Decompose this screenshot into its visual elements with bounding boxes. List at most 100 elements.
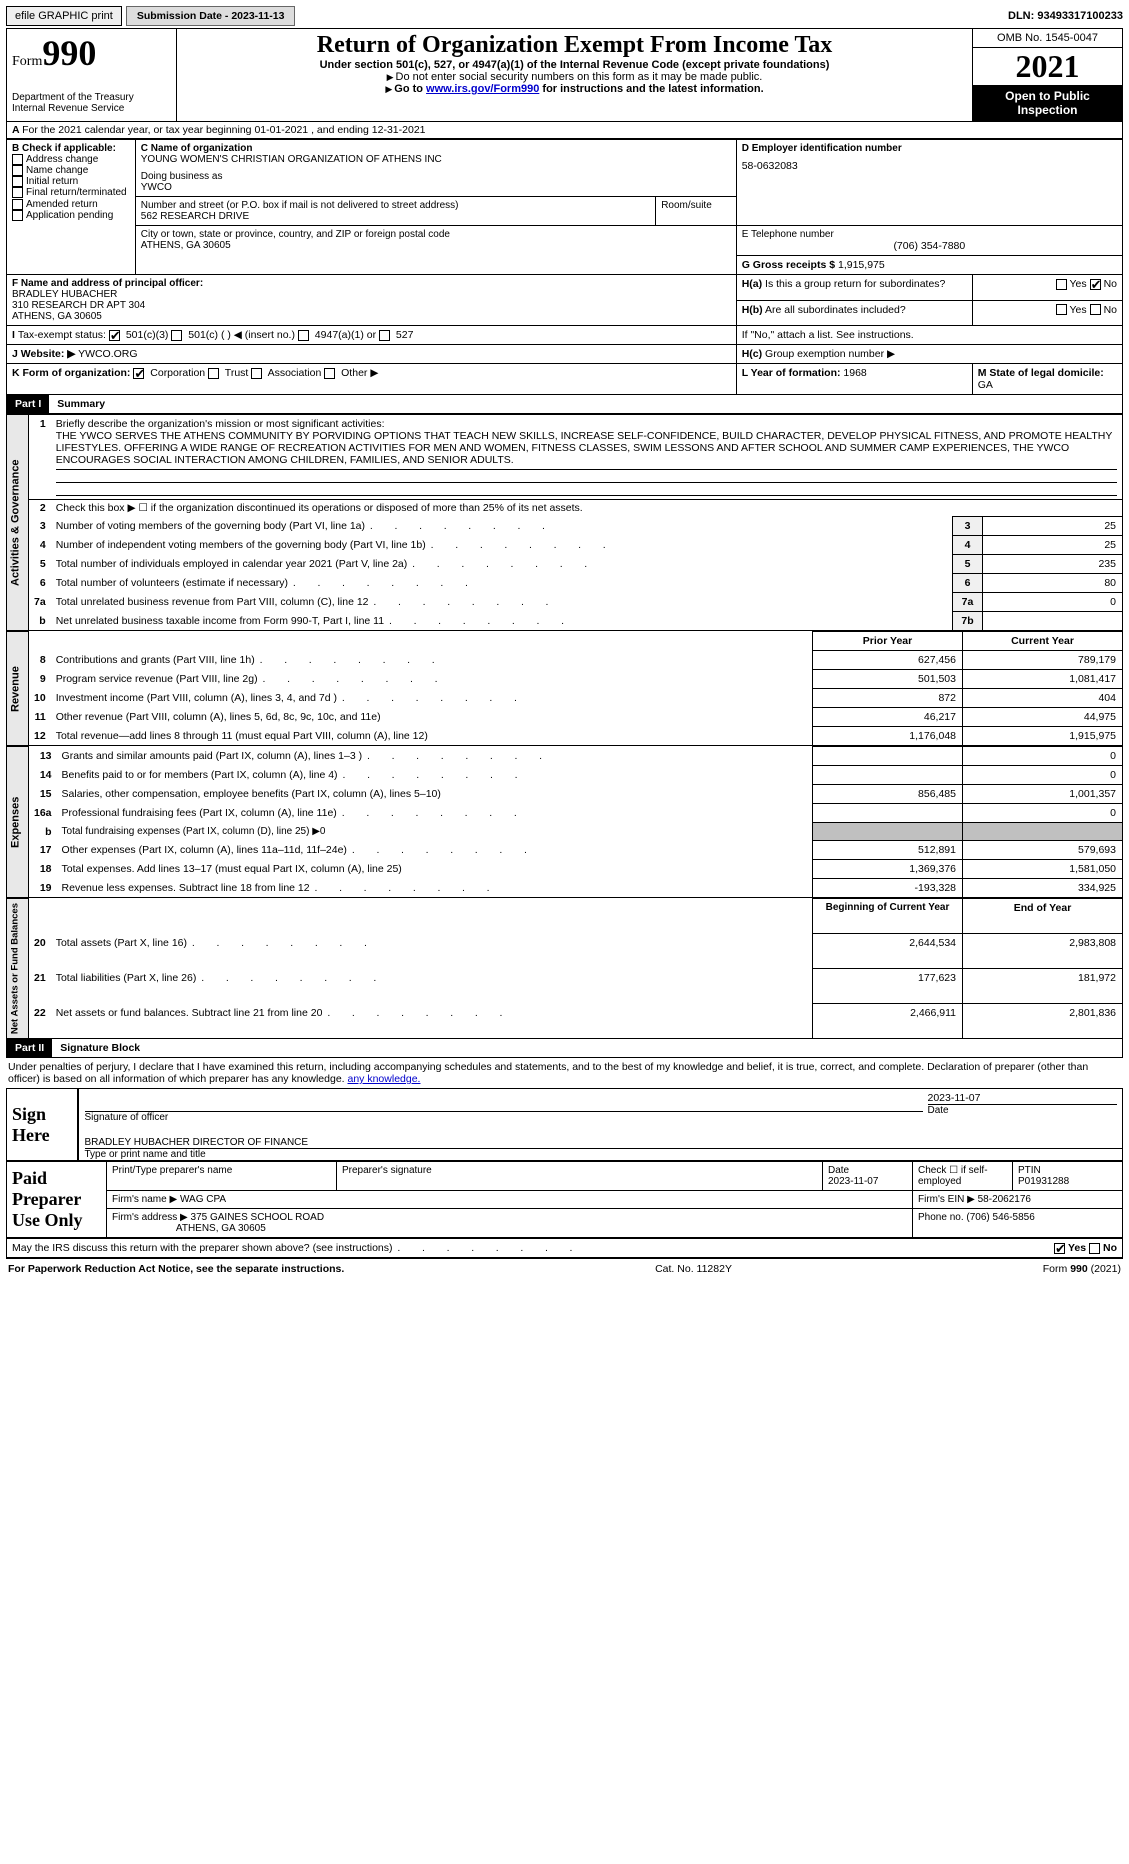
hb-yn[interactable]: Yes No bbox=[972, 300, 1122, 326]
line-a: A For the 2021 calendar year, or tax yea… bbox=[7, 122, 1123, 139]
f-addr1: 310 RESEARCH DR APT 304 bbox=[12, 300, 731, 311]
side-netassets: Net Assets or Fund Balances bbox=[7, 899, 29, 1039]
omb: OMB No. 1545-0047 bbox=[973, 29, 1122, 48]
m-state: M State of legal domicile: GA bbox=[972, 364, 1122, 395]
discuss-yn[interactable]: Yes No bbox=[963, 1239, 1123, 1258]
row-17: 17Other expenses (Part IX, column (A), l… bbox=[7, 841, 1123, 860]
e-label: E Telephone number bbox=[742, 229, 1117, 240]
row-22: 22Net assets or fund balances. Subtract … bbox=[7, 1004, 1123, 1039]
i-status: I Tax-exempt status: 501(c)(3) 501(c) ( … bbox=[7, 326, 737, 345]
row-14: 14Benefits paid to or for members (Part … bbox=[7, 766, 1123, 785]
firm-ein: Firm's EIN ▶ 58-2062176 bbox=[913, 1191, 1123, 1209]
topbar: efile GRAPHIC print Submission Date - 20… bbox=[6, 6, 1123, 26]
sig-label: Signature of officer bbox=[85, 1112, 923, 1123]
firm-phone: Phone no. (706) 546-5856 bbox=[913, 1209, 1123, 1238]
footer: For Paperwork Reduction Act Notice, see … bbox=[6, 1258, 1123, 1279]
part-i-header: Part ISummary bbox=[6, 395, 1123, 414]
row-4: 4Number of independent voting members of… bbox=[7, 536, 1123, 555]
room-label: Room/suite bbox=[661, 200, 731, 211]
part-ii-header: Part IISignature Block bbox=[6, 1039, 1123, 1058]
row-16a: 16aProfessional fundraising fees (Part I… bbox=[7, 804, 1123, 823]
sig-nametype: Type or print name and title bbox=[85, 1149, 1123, 1160]
firm-name: Firm's name ▶ WAG CPA bbox=[107, 1191, 913, 1209]
row-6: 6Total number of volunteers (estimate if… bbox=[7, 574, 1123, 593]
efile-label: efile GRAPHIC print bbox=[6, 6, 122, 26]
row-15: 15Salaries, other compensation, employee… bbox=[7, 785, 1123, 804]
l1n: 1 bbox=[29, 415, 51, 500]
discuss-q: May the IRS discuss this return with the… bbox=[7, 1239, 963, 1258]
c-label: C Name of organization bbox=[141, 143, 731, 154]
city-label: City or town, state or province, country… bbox=[141, 229, 731, 240]
b-pending[interactable]: Application pending bbox=[12, 210, 130, 221]
dba: YWCO bbox=[141, 182, 731, 193]
b-final[interactable]: Final return/terminated bbox=[12, 187, 130, 198]
row-12: 12Total revenue—add lines 8 through 11 (… bbox=[7, 727, 1123, 746]
dba-label: Doing business as bbox=[141, 171, 731, 182]
hb: H(b) Are all subordinates included? bbox=[736, 300, 972, 326]
submission-date[interactable]: Submission Date - 2023-11-13 bbox=[126, 6, 296, 26]
row-20: 20Total assets (Part X, line 16)2,644,53… bbox=[7, 934, 1123, 969]
hc: H(c) Group exemption number ▶ bbox=[736, 345, 1122, 364]
declaration: Under penalties of perjury, I declare th… bbox=[6, 1058, 1123, 1088]
col-begin: Beginning of Current Year bbox=[813, 899, 963, 934]
tax-year: 2021 bbox=[973, 48, 1122, 85]
dept: Department of the Treasury bbox=[12, 92, 171, 103]
f-name: BRADLEY HUBACHER bbox=[12, 289, 731, 300]
col-end: End of Year bbox=[963, 899, 1123, 934]
street-label: Number and street (or P.O. box if mail i… bbox=[141, 200, 650, 211]
row-8: 8Contributions and grants (Part VIII, li… bbox=[7, 651, 1123, 670]
c-org: YOUNG WOMEN'S CHRISTIAN ORGANIZATION OF … bbox=[141, 154, 731, 165]
d-ein: 58-0632083 bbox=[742, 160, 1117, 172]
j-website: J Website: ▶ YWCO.ORG bbox=[7, 345, 737, 364]
col-current: Current Year bbox=[963, 632, 1123, 651]
sig-name: BRADLEY HUBACHER DIRECTOR OF FINANCE bbox=[85, 1137, 1123, 1148]
side-activities: Activities & Governance bbox=[7, 415, 29, 631]
row-18: 18Total expenses. Add lines 13–17 (must … bbox=[7, 860, 1123, 879]
col-prior: Prior Year bbox=[813, 632, 963, 651]
row-7b: bNet unrelated business taxable income f… bbox=[7, 612, 1123, 631]
form-subtitle: Under section 501(c), 527, or 4947(a)(1)… bbox=[182, 59, 967, 71]
b-addr[interactable]: Address change bbox=[12, 154, 130, 165]
paid-label: Paid Preparer Use Only bbox=[12, 1168, 101, 1231]
knowledge-link[interactable]: any knowledge. bbox=[348, 1073, 421, 1085]
row-21: 21Total liabilities (Part X, line 26)177… bbox=[7, 969, 1123, 1004]
d-label: D Employer identification number bbox=[742, 143, 1117, 154]
irs-link[interactable]: www.irs.gov/Form990 bbox=[426, 83, 539, 95]
prep-self[interactable]: Check ☐ if self-employed bbox=[913, 1162, 1013, 1191]
l1-mission: THE YWCO SERVES THE ATHENS COMMUNITY BY … bbox=[56, 430, 1117, 466]
street: 562 RESEARCH DRIVE bbox=[141, 211, 650, 222]
irs: Internal Revenue Service bbox=[12, 103, 171, 114]
row-5: 5Total number of individuals employed in… bbox=[7, 555, 1123, 574]
l1-label: Briefly describe the organization's miss… bbox=[56, 418, 1117, 430]
k-form: K Form of organization: Corporation Trus… bbox=[7, 364, 737, 395]
b-name[interactable]: Name change bbox=[12, 165, 130, 176]
ha-yn[interactable]: Yes No bbox=[972, 275, 1122, 301]
row-9: 9Program service revenue (Part VIII, lin… bbox=[7, 670, 1123, 689]
b-initial[interactable]: Initial return bbox=[12, 176, 130, 187]
g-receipts: G Gross receipts $ 1,915,975 bbox=[736, 256, 1122, 275]
firm-addr: Firm's address ▶ 375 GAINES SCHOOL ROAD … bbox=[107, 1209, 913, 1238]
prep-date: Date2023-11-07 bbox=[823, 1162, 913, 1191]
city: ATHENS, GA 30605 bbox=[141, 240, 731, 251]
sign-here: Sign Here bbox=[12, 1104, 72, 1146]
prep-sig-h: Preparer's signature bbox=[337, 1162, 823, 1191]
sig-date: 2023-11-07 bbox=[928, 1092, 1118, 1104]
l2: Check this box ▶ ☐ if the organization d… bbox=[51, 500, 1123, 517]
b-amended[interactable]: Amended return bbox=[12, 199, 130, 210]
prep-name-h: Print/Type preparer's name bbox=[107, 1162, 337, 1191]
instr-goto: Go to www.irs.gov/Form990 for instructio… bbox=[182, 83, 967, 95]
row-3: 3Number of voting members of the governi… bbox=[7, 517, 1123, 536]
hb-note: If "No," attach a list. See instructions… bbox=[736, 326, 1122, 345]
row-10: 10Investment income (Part VIII, column (… bbox=[7, 689, 1123, 708]
form-990: Form990 bbox=[12, 32, 171, 74]
public-ribbon: Open to Public Inspection bbox=[973, 85, 1122, 121]
side-revenue: Revenue bbox=[7, 632, 29, 746]
row-19: 19Revenue less expenses. Subtract line 1… bbox=[7, 879, 1123, 898]
row-11: 11Other revenue (Part VIII, column (A), … bbox=[7, 708, 1123, 727]
b-label: B Check if applicable: bbox=[12, 143, 130, 154]
f-addr2: ATHENS, GA 30605 bbox=[12, 311, 731, 322]
f-label: F Name and address of principal officer: bbox=[12, 278, 731, 289]
e-phone: (706) 354-7880 bbox=[742, 240, 1117, 252]
row-16b: bTotal fundraising expenses (Part IX, co… bbox=[7, 823, 1123, 841]
prep-ptin: PTINP01931288 bbox=[1013, 1162, 1123, 1191]
